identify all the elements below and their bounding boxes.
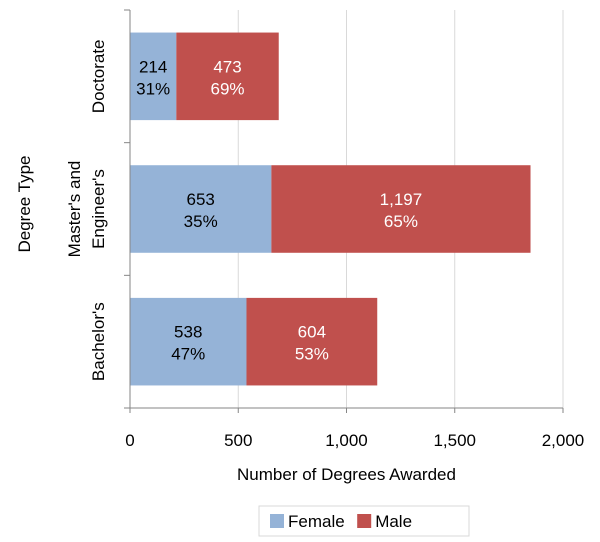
category-label: Doctorate [89,39,108,113]
x-axis-title: Number of Degrees Awarded [237,465,456,484]
bars: 214 31% 473 69% 653 35% 1,197 65% 538 47% 604 53% [130,32,531,386]
data-label-percent: 69% [211,79,245,98]
data-label-value: 604 [298,323,326,342]
data-label-percent: 65% [384,212,418,231]
axes [124,9,564,413]
legend-label-female: Female [288,512,345,531]
bar-female [130,297,247,386]
data-label-percent: 35% [184,212,218,231]
x-tick-label: 0 [125,431,134,450]
x-tick-label: 1,500 [433,431,476,450]
bar-male [271,165,531,253]
data-label-value: 538 [174,323,202,342]
bar-male [246,297,378,386]
data-label-percent: 47% [171,345,205,364]
data-label-value: 214 [139,57,167,76]
data-label-percent: 53% [295,345,329,364]
category-label: Bachelor's [89,302,108,381]
legend-swatch-female [270,514,284,528]
legend: Female Male [258,505,470,537]
category-label: Master's and [65,161,84,258]
data-label-value: 473 [213,57,241,76]
category-label: Engineer's [89,169,108,249]
x-tick-label: 2,000 [542,431,585,450]
data-label-percent: 31% [136,79,170,98]
legend-swatch-male [357,514,372,528]
bar-female [130,32,177,121]
data-label-value: 653 [186,190,214,209]
bar-male [176,32,279,121]
data-label-value: 1,197 [380,190,423,209]
bar-female [130,165,272,253]
y-axis-title: Degree Type [15,155,34,252]
category-labels: Doctorate Master's and Engineer's Bachelor'… [65,39,108,381]
x-tick-labels: 0 500 1,000 1,500 2,000 [125,431,584,450]
legend-label-male: Male [375,512,412,531]
x-tick-label: 1,000 [325,431,368,450]
x-tick-label: 500 [224,431,252,450]
